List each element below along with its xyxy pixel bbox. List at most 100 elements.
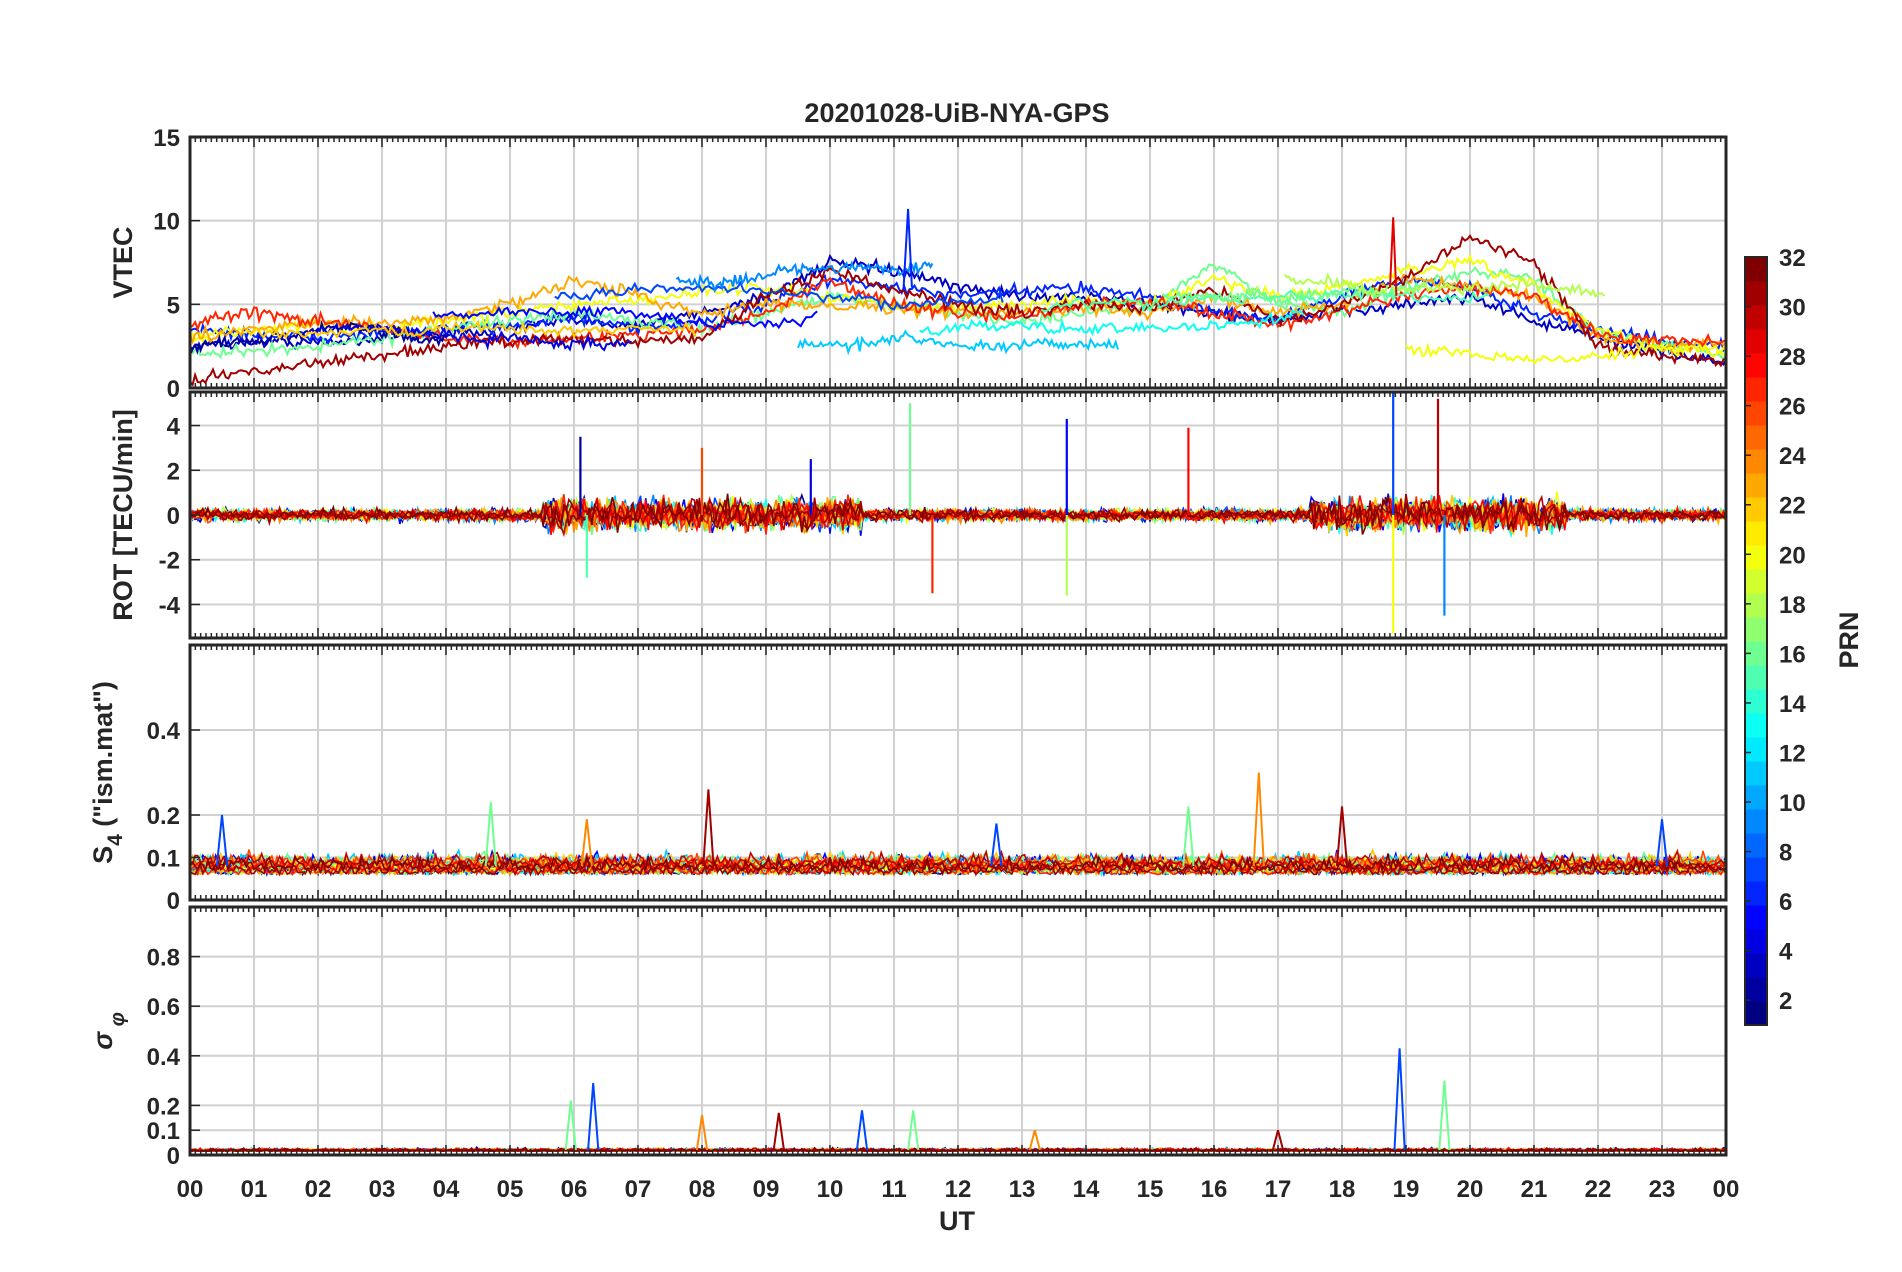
x-axis-label: UT — [939, 1206, 975, 1236]
x-tick-label: 18 — [1329, 1176, 1356, 1203]
ticks-s4 — [189, 645, 1727, 901]
colorbar-tick-label: 4 — [1779, 939, 1793, 966]
y-tick-label: 0.8 — [147, 945, 180, 972]
series-line-prn-31 — [190, 234, 1726, 387]
colorbar-tick-label: 20 — [1779, 542, 1806, 569]
peak — [215, 814, 229, 867]
colorbar-tick-label: 28 — [1779, 344, 1806, 371]
data-s4 — [190, 772, 1726, 878]
y-tick-label: -2 — [159, 548, 180, 575]
colorbar-tick-label: 30 — [1779, 295, 1806, 322]
series-line-prn-22 — [246, 319, 697, 341]
colorbar-segment — [1745, 545, 1767, 570]
peak — [564, 1100, 577, 1151]
x-tick-label: 16 — [1201, 1176, 1228, 1203]
series-line-prn-11 — [797, 329, 1119, 356]
colorbar-segment — [1745, 761, 1767, 786]
colorbar-segment — [1745, 257, 1767, 282]
x-axis: 00 01 02 03 04 05 06 07 08 09 10 11 12 13 14 15 16 17 18 19… — [177, 1176, 1740, 1203]
series-line-prn-7 — [554, 280, 1004, 313]
peak — [484, 802, 497, 867]
colorbar-segment — [1745, 713, 1767, 738]
colorbar-segment — [1745, 1001, 1767, 1026]
colorbar-segment — [1745, 953, 1767, 978]
y-tick-label: 0.4 — [147, 718, 181, 745]
colorbar-tick-label: 14 — [1779, 691, 1806, 718]
colorbar-segment — [1745, 473, 1767, 498]
colorbar-segment — [1745, 281, 1767, 306]
colorbar-segment — [1745, 857, 1767, 882]
x-tick-label: 14 — [1073, 1176, 1100, 1203]
y-tick-label: 15 — [153, 125, 180, 152]
colorbar-segment — [1745, 569, 1767, 594]
y-tick-label: 2 — [167, 458, 180, 485]
colorbar-tick-label: 6 — [1779, 889, 1792, 916]
y-axis-label: σ φ — [88, 1012, 129, 1050]
chart-title: 20201028-UiB-NYA-GPS — [804, 98, 1109, 128]
vtec-spike — [902, 208, 913, 288]
colorbar-segment — [1745, 593, 1767, 618]
colorbar-segment — [1745, 329, 1767, 354]
colorbar-tick-label: 8 — [1779, 840, 1792, 867]
colorbar-segment — [1745, 905, 1767, 930]
x-tick-label: 03 — [369, 1176, 396, 1203]
colorbar-segment — [1745, 833, 1767, 858]
panel-rot: -4 -2 0 2 4 ROT [TECU/min] — [108, 390, 1728, 640]
colorbar-segment — [1745, 617, 1767, 642]
peak — [907, 1110, 920, 1151]
x-tick-label: 15 — [1137, 1176, 1164, 1203]
x-tick-label: 06 — [561, 1176, 588, 1203]
panel-sigma_phi: 00.10.2 0.4 0.6 0.8 σ φ — [88, 905, 1728, 1170]
colorbar-frame — [1744, 256, 1768, 1026]
x-tick-label: 04 — [433, 1176, 460, 1203]
y-tick-label: 0.4 — [147, 1044, 181, 1071]
x-tick-label: 09 — [753, 1176, 780, 1203]
peak — [772, 1112, 785, 1151]
peak — [1271, 1129, 1285, 1151]
data-rot — [190, 392, 1726, 634]
series-line-prn-32 — [190, 852, 1726, 873]
data-vtec — [190, 208, 1726, 387]
x-tick-label: 23 — [1649, 1176, 1676, 1203]
series-line-prn-13 — [919, 309, 1305, 337]
x-tick-label: 00 — [177, 1176, 204, 1203]
x-tick-label: 22 — [1585, 1176, 1612, 1203]
y-tick-label: 0.1 — [147, 846, 180, 873]
colorbar-tick-label: 24 — [1779, 443, 1806, 470]
y-tick-label: 5 — [167, 292, 180, 319]
x-tick-label: 08 — [689, 1176, 716, 1203]
x-tick-label: 07 — [625, 1176, 652, 1203]
colorbar-segment — [1745, 737, 1767, 762]
colorbar-segment — [1745, 977, 1767, 1002]
colorbar-segment — [1745, 689, 1767, 714]
x-tick-label: 13 — [1009, 1176, 1036, 1203]
peak — [1252, 772, 1265, 867]
series-line-prn-32 — [190, 493, 1726, 535]
series-line-prn-9 — [675, 260, 934, 294]
peak — [580, 819, 593, 867]
y-tick-label: 0.6 — [147, 994, 180, 1021]
y-tick-label: 0.1 — [147, 1118, 180, 1145]
colorbar-label: PRN — [1834, 611, 1864, 668]
y-tick-label: 10 — [153, 209, 180, 236]
x-tick-label: 00 — [1713, 1176, 1740, 1203]
y-tick-label: -4 — [159, 592, 181, 619]
colorbar-tick-label: 10 — [1779, 790, 1806, 817]
peak — [702, 789, 715, 867]
peak — [1393, 1048, 1406, 1151]
peak — [587, 1083, 600, 1151]
x-tick-label: 19 — [1393, 1176, 1420, 1203]
panel-vtec: 0 5 10 15 VTEC — [108, 125, 1728, 403]
colorbar-segment — [1745, 809, 1767, 834]
y-axis-label: ROT [TECU/min] — [108, 409, 138, 620]
colorbar-segment — [1745, 305, 1767, 330]
y-tick-label: 0 — [167, 503, 180, 530]
colorbar-segment — [1745, 521, 1767, 546]
vtec-spike — [1389, 217, 1398, 297]
y-axis-label: VTEC — [108, 226, 138, 298]
x-tick-label: 21 — [1521, 1176, 1548, 1203]
colorbar-segment — [1745, 401, 1767, 426]
series-line-prn-6 — [190, 274, 1726, 353]
